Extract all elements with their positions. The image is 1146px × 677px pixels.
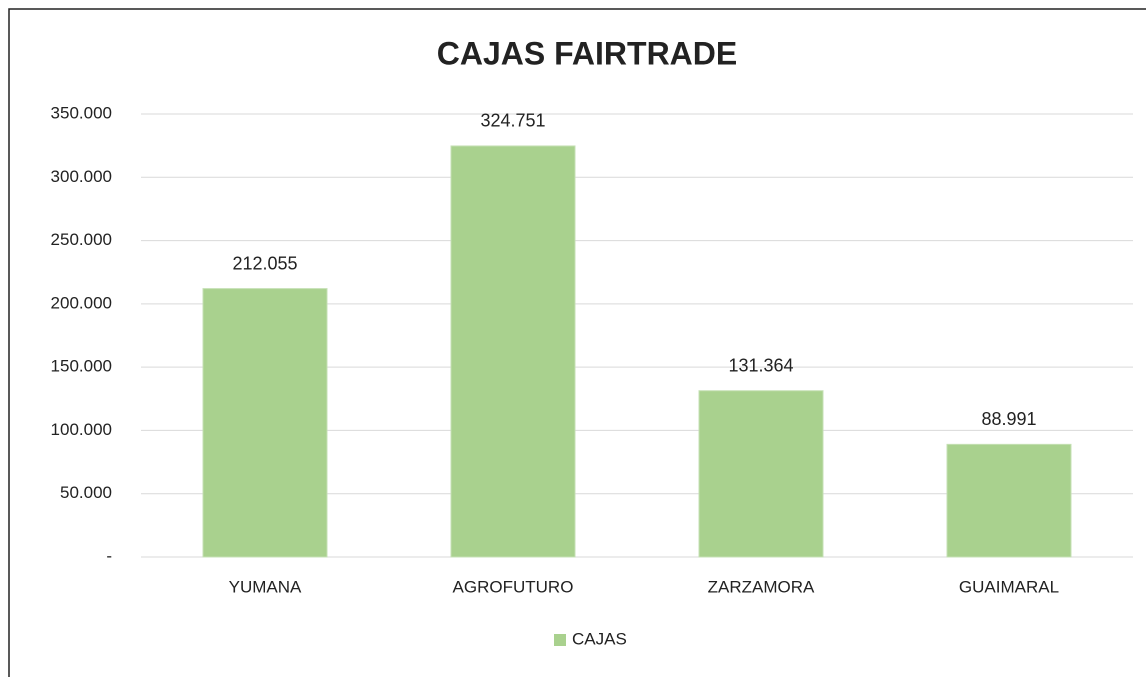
y-tick-label: 350.000 <box>51 103 112 122</box>
bar <box>450 145 576 558</box>
y-tick-label: 150.000 <box>51 357 112 376</box>
data-label: 88.991 <box>981 409 1036 429</box>
chart-title: CAJAS FAIRTRADE <box>437 35 737 71</box>
x-tick-label: YUMANA <box>229 577 302 596</box>
legend-label: CAJAS <box>572 629 627 648</box>
y-tick-label: - <box>106 546 112 565</box>
x-tick-label: GUAIMARAL <box>959 577 1059 596</box>
chart-border <box>8 8 1146 677</box>
x-tick-label: AGROFUTURO <box>453 577 574 596</box>
data-label: 324.751 <box>480 111 545 131</box>
y-tick-label: 100.000 <box>51 420 112 439</box>
y-tick-label: 200.000 <box>51 293 112 312</box>
data-label: 131.364 <box>728 355 793 375</box>
y-tick-label: 300.000 <box>51 167 112 186</box>
y-tick-label: 50.000 <box>60 483 112 502</box>
x-tick-label: ZARZAMORA <box>708 577 815 596</box>
bar <box>946 443 1072 558</box>
bar <box>698 390 824 558</box>
legend-swatch <box>554 634 566 646</box>
y-tick-label: 250.000 <box>51 230 112 249</box>
data-label: 212.055 <box>232 253 297 273</box>
bar <box>202 288 328 558</box>
